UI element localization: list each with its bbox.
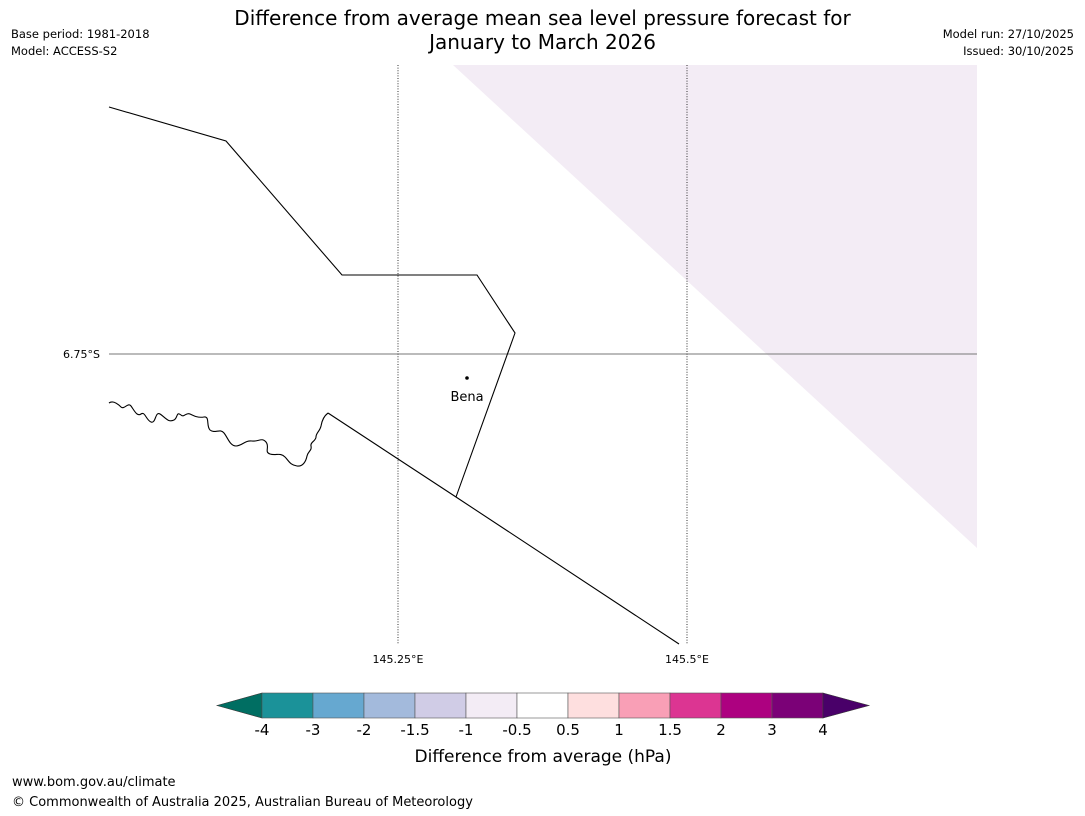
title-line-1: Difference from average mean sea level p… — [234, 6, 851, 30]
colorbar-tick-label: 1.5 — [658, 721, 682, 739]
colorbar-segment — [516, 692, 569, 719]
colorbar-segment — [720, 692, 773, 719]
colorbar-segment — [414, 692, 467, 719]
colorbar-segment — [261, 692, 314, 719]
colorbar-tick-label: -3 — [306, 721, 321, 739]
footer-copyright: © Commonwealth of Australia 2025, Austra… — [12, 795, 473, 810]
colorbar-segment — [567, 692, 620, 719]
model-name: Model: ACCESS-S2 — [11, 44, 118, 58]
colorbar-tick-label: 1 — [614, 721, 624, 739]
footer-url[interactable]: www.bom.gov.au/climate — [12, 775, 176, 790]
colorbar-segment — [312, 692, 365, 719]
issued-date: Issued: 30/10/2025 — [963, 44, 1074, 58]
lat-label: 6.75°S — [63, 348, 100, 361]
colorbar-tick-label: -1.5 — [400, 721, 429, 739]
meta-right: Model run: 27/10/2025 Issued: 30/10/2025 — [943, 26, 1074, 60]
colorbar-segment — [363, 692, 416, 719]
colorbar: -4 -3 -2 -1.5 -1 -0.5 0.5 1 1.5 2 3 4 — [215, 692, 871, 739]
bena-marker — [465, 376, 469, 380]
province-boundary-south — [327, 412, 680, 645]
meta-left: Base period: 1981-2018 Model: ACCESS-S2 — [11, 26, 150, 60]
chart-title: Difference from average mean sea level p… — [0, 6, 1085, 54]
base-period: Base period: 1981-2018 — [11, 27, 150, 41]
colorbar-tick-label: 0.5 — [556, 721, 580, 739]
province-boundary-north — [108, 106, 516, 498]
colorbar-tick-label: -0.5 — [502, 721, 531, 739]
colorbar-tick-label: 4 — [818, 721, 828, 739]
colorbar-under-arrow — [215, 692, 263, 719]
title-line-2: January to March 2026 — [429, 30, 656, 54]
colorbar-tick-label: 3 — [767, 721, 777, 739]
lon-label-2: 145.5°E — [665, 653, 709, 666]
colorbar-tick-label: -4 — [255, 721, 270, 739]
colorbar-segment — [465, 692, 518, 719]
lon-label-1: 145.25°E — [373, 653, 424, 666]
colorbar-segment — [669, 692, 722, 719]
colorbar-tick-label: -2 — [357, 721, 372, 739]
anomaly-shading — [453, 65, 977, 548]
colorbar-tick-label: -1 — [459, 721, 474, 739]
river-boundary — [108, 401, 329, 467]
colorbar-over-arrow — [822, 692, 871, 719]
colorbar-segment — [618, 692, 671, 719]
bena-label: Bena — [450, 390, 483, 405]
colorbar-segment — [771, 692, 824, 719]
colorbar-label: Difference from average (hPa) — [415, 747, 672, 767]
colorbar-tick-label: 2 — [716, 721, 726, 739]
model-run: Model run: 27/10/2025 — [942, 27, 1074, 41]
